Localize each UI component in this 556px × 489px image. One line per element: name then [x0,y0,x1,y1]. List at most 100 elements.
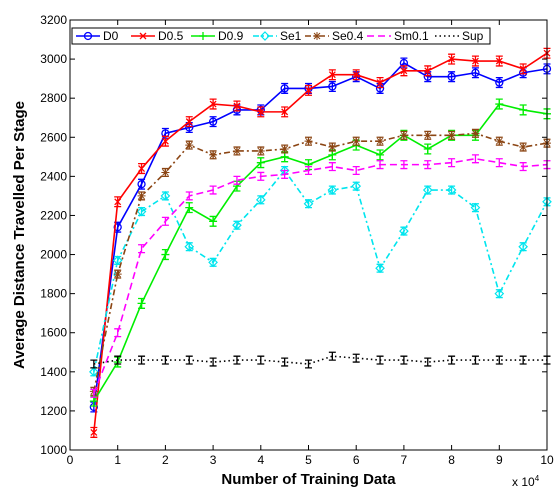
data-point [447,131,456,140]
error-bar [448,158,456,168]
legend-marker [260,31,270,41]
data-point [208,257,218,268]
data-point [185,203,194,212]
data-point [304,137,313,146]
error-bar [281,169,289,179]
legend-marker [83,31,93,41]
x-tick-label: 8 [448,453,455,467]
data-point [399,226,409,236]
x-axis-multiplier-base: x 10 [512,475,535,489]
error-bar [90,388,98,398]
x-tick-label: 1 [114,453,121,467]
x-tick-label: 6 [353,453,360,467]
data-point [303,198,314,209]
data-point [280,145,289,153]
y-tick-label: 2200 [40,208,67,222]
legend: D0 D0.5 D0.9 Se1 Se0.4 Sm0.1 Sup [71,27,491,45]
series-line-se0-4 [93,132,548,392]
error-bar [281,357,289,367]
axis-ticks: 0 1 2 3 4 5 6 7 8 9 10 1000 1200 1400 1600 1800 2000 2200… [40,13,554,467]
legend-label: D0.5 [158,29,184,43]
y-tick-label: 1800 [40,287,67,301]
data-point [185,118,193,126]
y-tick-label: 1400 [40,365,67,379]
y-tick-label: 1000 [40,443,67,457]
data-point [233,102,241,110]
error-bar [138,244,146,254]
x-tick-label: 3 [210,453,217,467]
error-bar [424,357,432,367]
data-point [352,137,361,146]
data-point [137,191,146,200]
data-point [400,67,408,75]
data-point [255,194,266,205]
error-bar [400,355,408,365]
x-axis-label: Number of Training Data [221,471,396,488]
data-point [114,198,122,206]
error-bar [161,216,169,226]
error-bar [209,357,217,367]
data-point [519,65,527,73]
data-point [185,141,194,150]
data-point [160,191,171,201]
data-point [280,84,289,93]
legend-marker [313,32,321,40]
data-point [161,168,170,177]
series-line-d0-5 [93,52,548,433]
error-bar [471,355,479,365]
x-axis-multiplier: x 104 [512,474,540,489]
data-point [375,263,385,274]
data-point [232,146,241,155]
data-point [471,57,479,65]
legend-marker [139,32,147,40]
data-point [138,165,146,173]
x-axis-multiplier-exponent: 4 [535,474,540,483]
data-point [209,217,218,226]
data-point [422,185,433,195]
x-tick-label: 5 [305,453,312,467]
error-bar [352,353,360,363]
error-bar [495,355,503,365]
legend-box [71,27,491,45]
series-line-sm0-1 [93,157,548,394]
data-point [305,86,312,94]
data-point [399,131,408,140]
error-bar [233,355,241,365]
legend-entry-sup: Sup [435,29,484,43]
legend-label: Se0.4 [332,29,364,43]
data-point [161,137,169,145]
error-bar [376,160,384,170]
y-tick-label: 3200 [40,13,67,27]
error-bar [185,355,193,365]
data-point [137,180,146,189]
error-bar [257,355,265,365]
data-point [495,78,504,87]
data-point [257,108,265,116]
legend-label: Sup [462,29,484,43]
error-bar [185,191,193,201]
data-point [90,428,98,436]
data-point [471,129,480,138]
y-tick-label: 1200 [40,404,67,418]
data-point [423,131,432,140]
legend-entry-d0-5: D0.5 [131,29,184,43]
data-point [494,288,505,299]
data-point [328,82,337,91]
error-bar [400,160,408,170]
error-bar [495,158,503,168]
data-point [471,68,480,77]
y-tick-label: 2400 [40,169,67,183]
data-point [136,206,147,217]
error-bar [257,171,265,181]
data-series [89,47,552,438]
data-point [113,270,122,279]
error-bar [114,328,122,338]
series-d0-5 [90,47,551,438]
data-point [495,57,503,65]
data-point [470,202,481,213]
data-point [184,241,195,252]
data-point [232,220,242,231]
data-point [256,146,265,155]
data-point [376,150,385,159]
